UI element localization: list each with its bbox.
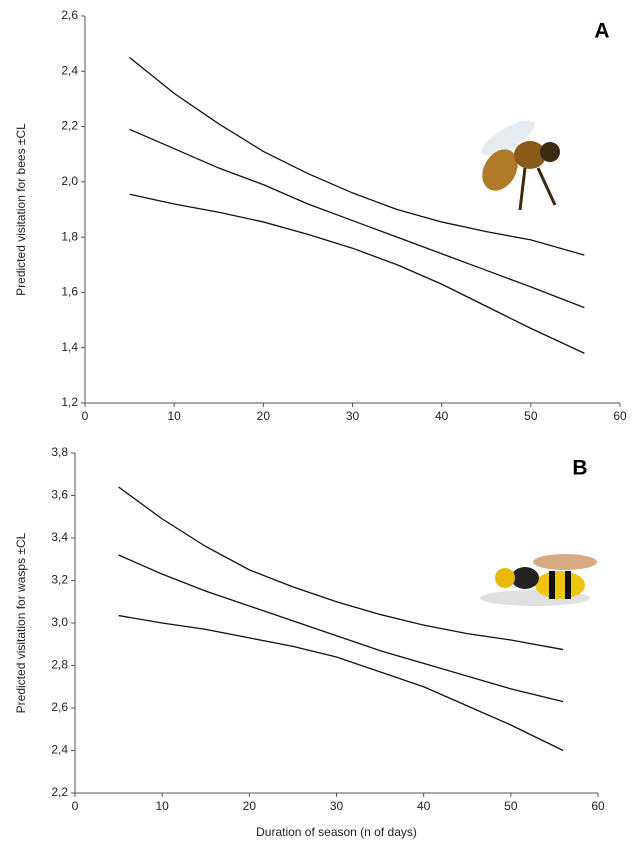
x-tick-label: 50 bbox=[524, 409, 538, 423]
x-tick-label: 20 bbox=[243, 799, 257, 813]
y-tick-label: 2,4 bbox=[51, 743, 68, 757]
y-tick-label: 3,4 bbox=[51, 530, 68, 544]
x-tick-label: 0 bbox=[82, 409, 89, 423]
panel-label: A bbox=[594, 20, 609, 43]
y-tick-label: 2,6 bbox=[61, 8, 78, 22]
y-tick-label: 2,6 bbox=[51, 700, 68, 714]
y-tick-label: 2,2 bbox=[51, 785, 68, 799]
x-tick-label: 40 bbox=[417, 799, 431, 813]
curve bbox=[129, 193, 585, 354]
y-tick-label: 2,4 bbox=[61, 63, 78, 77]
y-tick-label: 3,0 bbox=[51, 615, 68, 629]
y-tick-label: 1,6 bbox=[61, 285, 78, 299]
y-tick-label: 1,8 bbox=[61, 229, 78, 243]
x-tick-label: 40 bbox=[435, 409, 449, 423]
x-tick-label: 10 bbox=[167, 409, 181, 423]
panel-label: B bbox=[572, 457, 587, 480]
y-axis-label: Predicted visitation for bees ±CL bbox=[14, 123, 28, 296]
y-tick-label: 2,2 bbox=[61, 119, 78, 133]
curve bbox=[118, 554, 564, 703]
x-tick-label: 20 bbox=[257, 409, 271, 423]
y-tick-label: 1,4 bbox=[61, 340, 78, 354]
x-tick-label: 60 bbox=[591, 799, 605, 813]
y-tick-label: 3,6 bbox=[51, 488, 68, 502]
x-tick-label: 60 bbox=[613, 409, 627, 423]
wasp-icon bbox=[480, 554, 597, 606]
y-tick-label: 2,8 bbox=[51, 658, 68, 672]
curve bbox=[129, 56, 585, 256]
y-tick-label: 3,2 bbox=[51, 573, 68, 587]
bee-icon bbox=[481, 120, 560, 211]
y-axis-label: Predicted visitation for wasps ±CL bbox=[14, 532, 28, 713]
y-tick-label: 3,8 bbox=[51, 445, 68, 459]
x-axis-label: Duration of season (n of days) bbox=[256, 825, 417, 839]
x-tick-label: 30 bbox=[346, 409, 360, 423]
x-tick-label: 0 bbox=[72, 799, 79, 813]
curve bbox=[118, 614, 564, 752]
curve bbox=[118, 486, 564, 651]
y-tick-label: 2,0 bbox=[61, 174, 78, 188]
y-tick-label: 1,2 bbox=[61, 395, 78, 409]
x-tick-label: 50 bbox=[504, 799, 518, 813]
x-tick-label: 30 bbox=[330, 799, 344, 813]
curve bbox=[129, 128, 585, 309]
x-tick-label: 10 bbox=[155, 799, 169, 813]
